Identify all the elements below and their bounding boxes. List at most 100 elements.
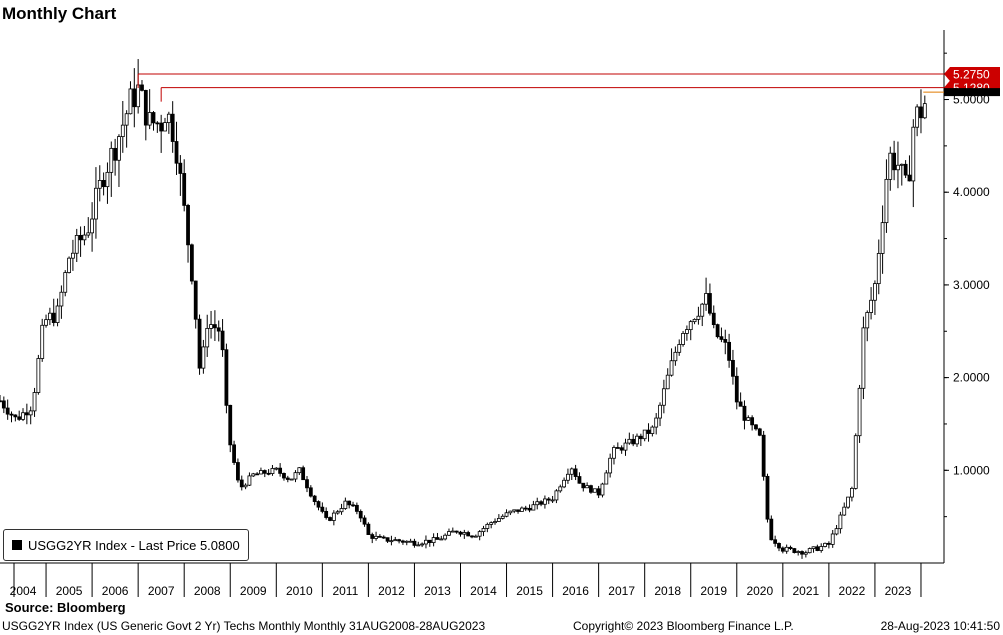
candle-body <box>838 514 843 530</box>
candle-body <box>784 546 789 552</box>
x-tick-label: 2018 <box>654 584 681 598</box>
x-tick-label: 2020 <box>746 584 773 598</box>
candle-body <box>873 283 877 301</box>
candle-body <box>727 341 732 361</box>
candle-body <box>850 487 854 498</box>
footer-copyright: Copyright© 2023 Bloomberg Finance L.P. <box>573 619 794 633</box>
candle-body <box>777 543 781 549</box>
candle-body <box>454 530 459 533</box>
candle-body <box>811 546 816 549</box>
candle-body <box>0 400 2 403</box>
candle-body <box>566 473 570 481</box>
candle-body <box>63 272 68 293</box>
candle-body <box>673 351 678 362</box>
candle-body <box>769 518 774 541</box>
candle-body <box>331 512 336 521</box>
candle-body <box>512 509 517 512</box>
candle-body <box>684 329 689 334</box>
candle-body <box>596 488 601 496</box>
candle-body <box>71 252 75 259</box>
candle-body <box>109 147 114 173</box>
candle-body <box>404 540 409 543</box>
candle-body <box>193 280 198 320</box>
candle-body <box>297 467 302 474</box>
candle-body <box>650 426 655 434</box>
candle-body <box>823 542 827 547</box>
candle-body <box>32 392 37 412</box>
candle-body <box>366 523 371 535</box>
candle-body <box>761 434 766 477</box>
candle-body <box>661 388 666 406</box>
candle-body <box>416 544 421 547</box>
candle-body <box>688 321 693 331</box>
candle-body <box>270 468 275 474</box>
candle-body <box>339 508 344 513</box>
candle-body <box>531 504 536 511</box>
candle-body <box>481 528 486 533</box>
candle-body <box>496 518 501 522</box>
candle-body <box>439 538 444 541</box>
candle-body <box>665 374 670 390</box>
candle-body <box>178 162 183 174</box>
candle-body <box>381 536 386 539</box>
candle-body <box>186 205 190 246</box>
candle-body <box>397 539 401 542</box>
candle-body <box>209 324 213 329</box>
candle-body <box>788 546 793 549</box>
candle-body <box>792 548 797 553</box>
x-tick-label: 2006 <box>102 584 129 598</box>
candle-body <box>731 359 735 377</box>
candle-body <box>869 299 873 313</box>
candle-body <box>21 412 25 420</box>
x-tick-label: 2011 <box>332 584 358 598</box>
candle-body <box>105 171 110 188</box>
candle-body <box>919 106 923 119</box>
candle-body <box>36 358 41 393</box>
y-tick-label: 1.0000 <box>953 463 990 477</box>
candle-body <box>800 551 804 555</box>
candle-body <box>654 417 659 428</box>
candle-body <box>97 180 102 189</box>
source-label: Source: Bloomberg <box>5 600 126 615</box>
candle-body <box>704 293 708 305</box>
candle-body <box>711 312 716 326</box>
candle-body <box>738 401 743 407</box>
candle-body <box>462 532 467 535</box>
candle-body <box>224 349 229 406</box>
candle-body <box>335 511 340 514</box>
candle-body <box>861 327 866 389</box>
legend-label: USGG2YR Index - Last Price 5.0800 <box>28 537 240 553</box>
candle-body <box>354 504 359 512</box>
candle-body <box>519 507 524 512</box>
candle-body <box>262 470 267 474</box>
candle-body <box>358 510 363 519</box>
candle-body <box>470 535 474 538</box>
candle-body <box>278 467 283 474</box>
candle-body <box>251 473 256 477</box>
x-tick-label: 2004 <box>10 584 37 598</box>
candle-body <box>47 312 52 321</box>
candle-body <box>136 84 141 108</box>
candle-body <box>723 339 728 343</box>
candle-body <box>285 477 290 480</box>
candle-body <box>708 293 712 314</box>
candle-body <box>857 387 862 437</box>
candle-body <box>201 346 206 369</box>
candle-body <box>59 291 64 307</box>
candle-body <box>830 533 835 545</box>
candle-body <box>865 312 870 329</box>
candle-body <box>301 467 306 481</box>
candle-body <box>658 404 662 419</box>
chart-title: Monthly Chart <box>2 4 117 23</box>
candle-body <box>757 428 762 436</box>
candle-body <box>378 535 382 538</box>
candle-body <box>803 552 808 555</box>
candle-body <box>903 163 908 176</box>
candle-body <box>189 244 194 282</box>
x-tick-label: 2019 <box>700 584 727 598</box>
candle-body <box>308 487 313 497</box>
candle-body <box>473 535 478 538</box>
candle-body <box>247 475 252 486</box>
x-tick-label: 2009 <box>240 584 267 598</box>
candle-body <box>734 375 739 403</box>
